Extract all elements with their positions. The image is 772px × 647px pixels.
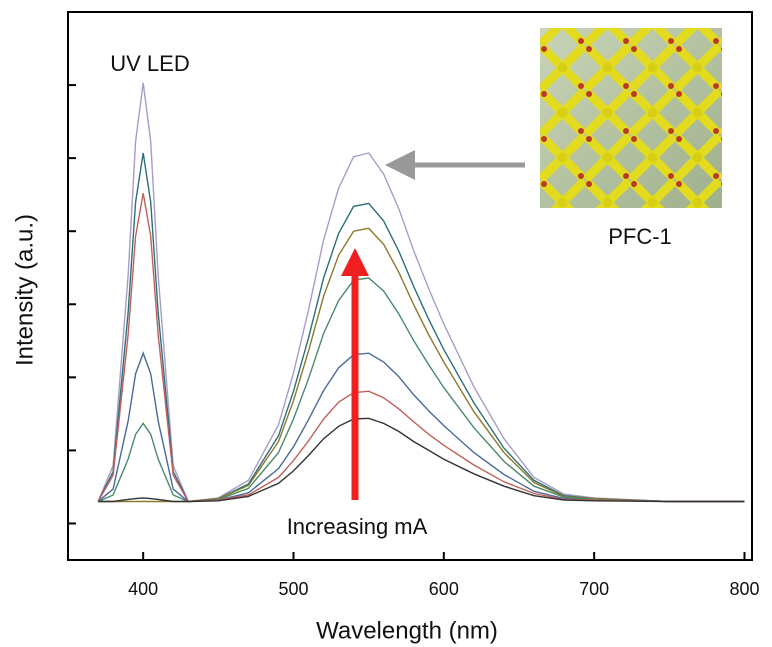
x-axis-label: Wavelength (nm): [316, 617, 498, 644]
x-tick-label: 500: [278, 579, 308, 599]
x-tick-label: 700: [579, 579, 609, 599]
annotation: PFC-1: [608, 224, 672, 249]
spectrum-line: [98, 418, 744, 501]
annotation: Increasing mA: [287, 514, 428, 539]
x-tick-label: 800: [729, 579, 759, 599]
inset-image: [540, 28, 722, 208]
y-axis-label: Intensity (a.u.): [11, 214, 38, 366]
chart: Wavelength (nm) Intensity (a.u.) 400 500 6…: [0, 0, 772, 647]
annotation: UV LED: [110, 51, 189, 76]
x-tick-label: 600: [429, 579, 459, 599]
x-tick-label: 400: [128, 579, 158, 599]
spectrum-line: [98, 278, 744, 502]
